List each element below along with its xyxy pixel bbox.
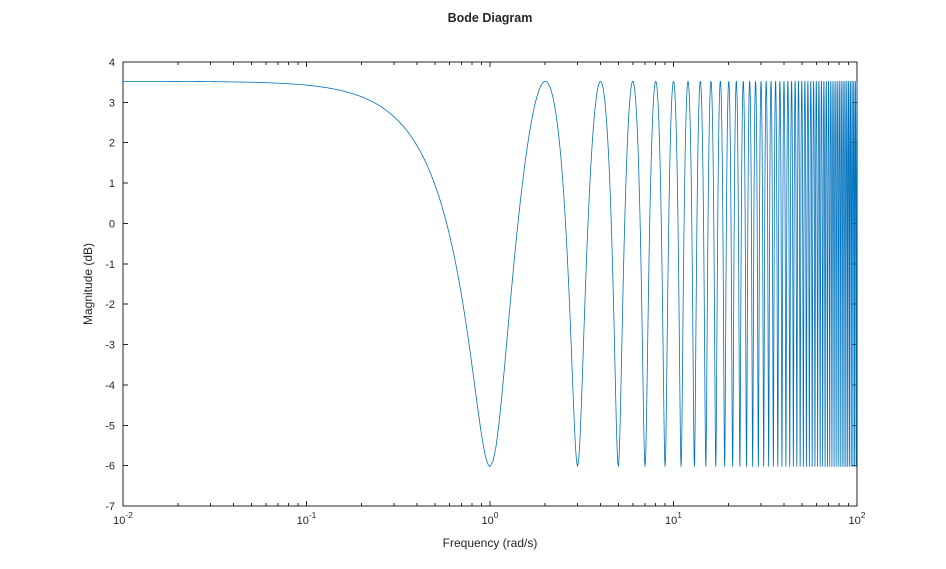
x-tick-label: 102 [849, 510, 866, 527]
y-tick-label: -4 [105, 380, 115, 392]
x-tick-label: 101 [665, 510, 682, 527]
y-tick-label: 1 [109, 178, 115, 190]
x-tick-label: 100 [482, 510, 499, 527]
y-tick-label: -5 [105, 420, 115, 432]
y-tick-label: -2 [105, 299, 115, 311]
y-axis-label: Magnitude (dB) [81, 242, 95, 326]
magnitude-curve [123, 80, 858, 467]
y-tick-label: 3 [109, 97, 115, 109]
x-tick-label: 10-1 [297, 510, 317, 527]
y-tick-label: 2 [109, 138, 115, 150]
y-tick-label: 4 [109, 57, 115, 69]
y-tick-label: -7 [105, 501, 115, 513]
x-tick-label: 10-2 [113, 510, 133, 527]
y-tick-label: -3 [105, 340, 115, 352]
y-tick-label: -6 [105, 461, 115, 473]
y-tick-label: -1 [105, 259, 115, 271]
chart-title: Bode Diagram [447, 11, 533, 25]
x-axis-label: Frequency (rad/s) [442, 536, 538, 550]
y-tick-label: 0 [109, 218, 115, 230]
